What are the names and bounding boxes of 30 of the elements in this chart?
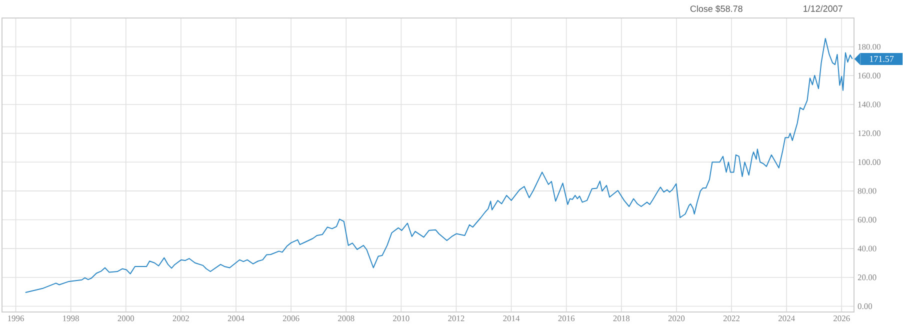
x-tick-label: 2018 (613, 316, 630, 322)
text: Close $58.78 (690, 5, 742, 12)
x-tick-label: 2020 (668, 316, 685, 322)
line-series (24, 38, 853, 294)
x-tick-label: 2008 (338, 316, 354, 322)
x-tick-label: 1996 (8, 316, 24, 322)
x-tick-label: 2012 (448, 316, 464, 322)
x-tick-label: 2026 (834, 316, 850, 322)
x-tick-label: 2016 (558, 316, 575, 322)
x-tick-label: 2000 (118, 316, 134, 322)
y-tick-label: 100.00 (858, 159, 880, 165)
x-tick-label: 2022 (723, 316, 740, 322)
x-tick-label: 2004 (228, 316, 244, 322)
x-tick-label: 2002 (172, 316, 189, 322)
y-tick-label: 180.00 (858, 44, 880, 50)
text: 1/12/2007 (804, 5, 842, 12)
y-tick-label: 160.00 (858, 72, 880, 79)
x-tick-label: 2010 (393, 316, 410, 322)
x-tick-label: 2024 (778, 316, 795, 322)
y-tick-label: 0.00 (858, 303, 872, 310)
y-tick-label: 60.00 (858, 216, 876, 223)
y-tick-label: 140.00 (858, 102, 880, 108)
x-tick-label: 2014 (503, 316, 520, 322)
x-tick-label: 1998 (63, 316, 79, 322)
y-tick-label: 20.00 (858, 274, 876, 280)
y-tick-label: 120.00 (858, 130, 880, 136)
annotation: 171.57 (870, 56, 894, 62)
y-tick-label: 40.00 (858, 246, 876, 252)
y-tick-label: 80.00 (858, 188, 876, 194)
x-tick-label: 2006 (282, 316, 300, 322)
